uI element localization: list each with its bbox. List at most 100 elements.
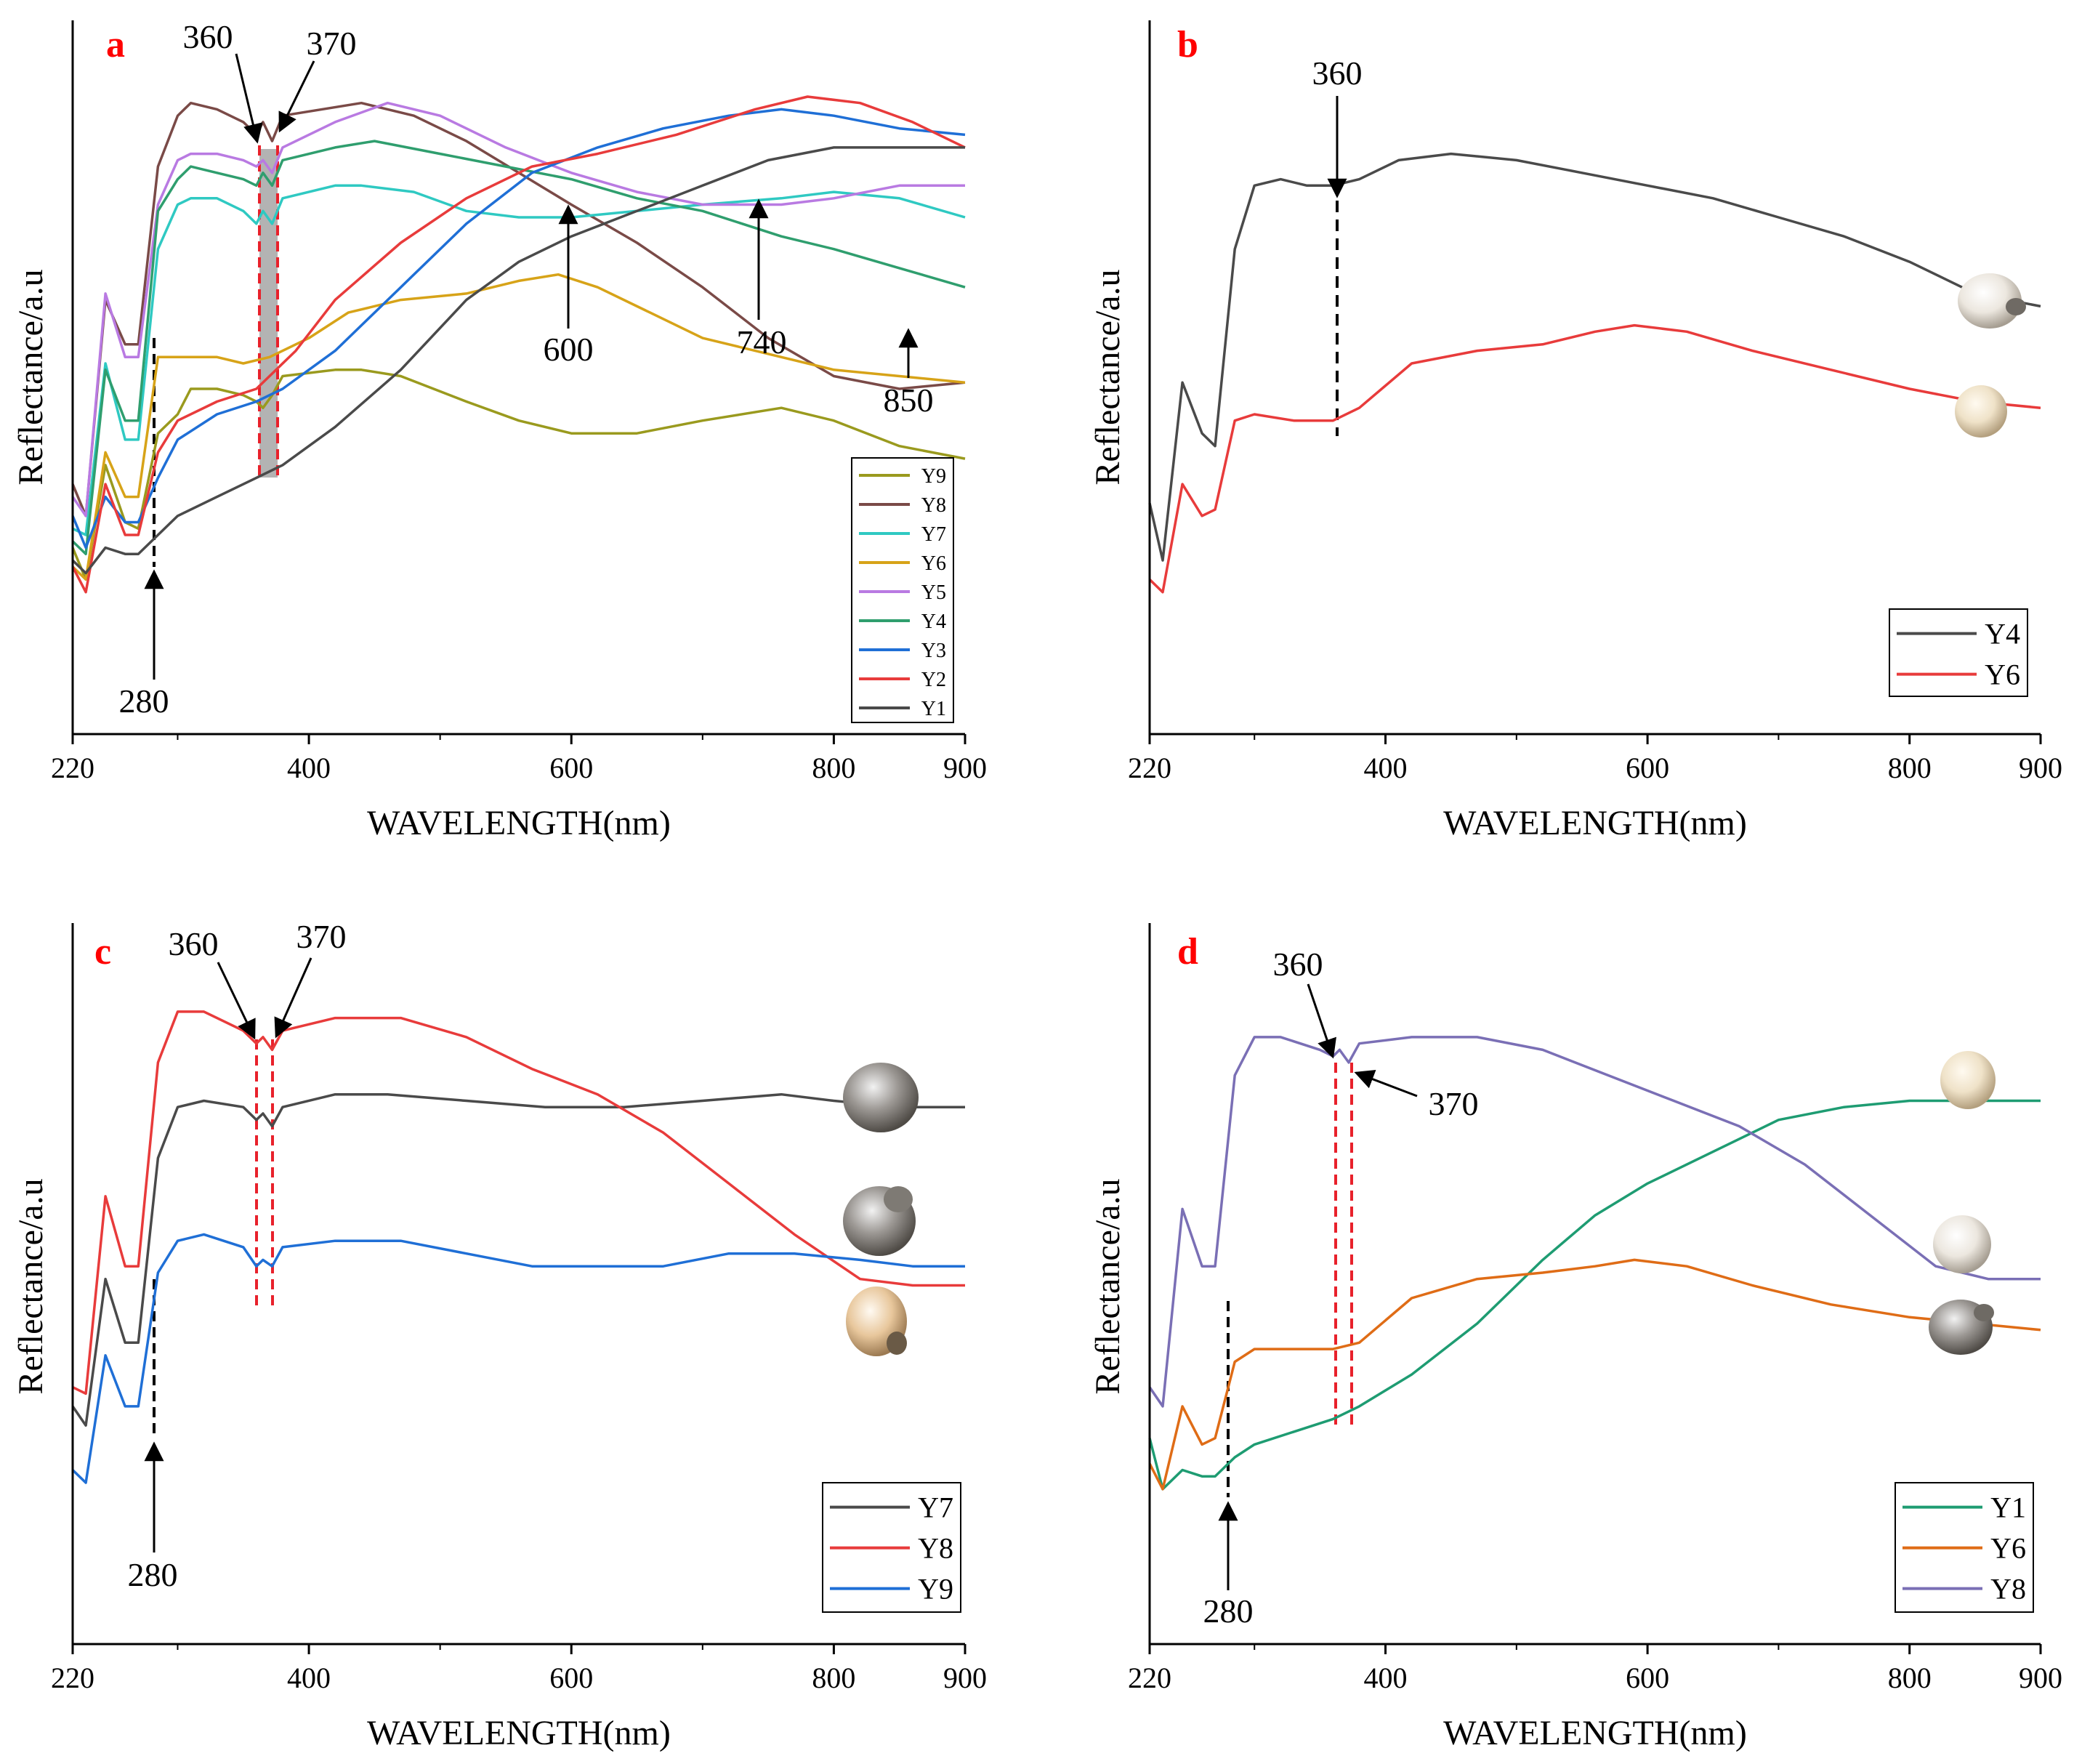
panel-a-ticks: 220 400 600 800 900 (51, 734, 987, 784)
panel-b-x-tick-label-900: 900 (2019, 752, 2062, 784)
panel-c-arrow-370 (274, 957, 312, 1039)
panel-c-pearl-y9 (846, 1286, 907, 1356)
panel-b-x-tick-label-400: 400 (1364, 752, 1408, 784)
panel-d-x-tick-label-600: 600 (1626, 1662, 1669, 1694)
panel-a-shaded-band (259, 149, 278, 478)
panel-a-legend: Y9 Y8 Y7 Y6 Y5 Y4 Y3 Y2 Y1 (851, 457, 954, 723)
panel-b-series-y4 (1148, 152, 2041, 562)
panel-d-annotation-360: 360 (1273, 946, 1323, 983)
panel-a-legend-label-y3: Y3 (921, 640, 946, 662)
panel-c-legend: Y7 Y8 Y9 (822, 1482, 961, 1613)
panel-c-series-y8 (72, 1010, 965, 1396)
panel-a-series-y9 (71, 368, 966, 581)
panel-a-series-y3 (71, 108, 966, 549)
panel-c-x-tick-label-800: 800 (812, 1662, 855, 1694)
panel-d-series-y1 (1148, 1099, 2041, 1491)
panel-a-legend-entries: Y9 Y8 Y7 Y6 Y5 Y4 Y3 Y2 Y1 (859, 465, 946, 720)
panel-c-legend-entries: Y7 Y8 Y9 (830, 1491, 953, 1606)
panel-a-series-y2 (71, 95, 966, 594)
panel-b-letter: b (1177, 24, 1198, 65)
panel-c-y-axis-title: Reflectance/a.u (12, 1178, 50, 1394)
panel-d-ticks: 220 400 600 800 900 (1128, 1644, 2062, 1694)
panel-d-pearl-y1 (1940, 1051, 1996, 1109)
panel-b-x-axis-title: WAVELENGTH(nm) (1443, 804, 1747, 842)
panel-a-plot (71, 95, 966, 594)
panel-a-series-y6 (71, 273, 966, 581)
panel-d-x-tick-label-220: 220 (1128, 1662, 1171, 1694)
panel-a-annotation-600: 600 (544, 331, 594, 368)
panel-d-plot (1148, 1036, 2041, 1497)
panel-a-series-y8 (71, 101, 966, 517)
panel-a-x-tick-label-600: 600 (549, 752, 593, 784)
panel-a-series-y4 (71, 140, 966, 555)
panel-b-legend-label-y6: Y6 (1985, 659, 2020, 691)
panel-d-series (1148, 1036, 2041, 1491)
panel-a-arrow-360 (235, 53, 263, 144)
panel-b-x-tick-label-800: 800 (1888, 752, 1932, 784)
panel-a-legend-label-y5: Y5 (921, 581, 946, 604)
panel-a-x-tick-label-220: 220 (51, 752, 94, 784)
panel-a-annotation-740: 740 (737, 323, 787, 361)
panel-a-legend-label-y2: Y2 (921, 669, 946, 691)
panel-c-legend-label-y7: Y7 (918, 1491, 953, 1524)
panel-a-x-tick-label-900: 900 (943, 752, 987, 784)
panel-b-legend-label-y4: Y4 (1985, 618, 2020, 651)
panel-a-series-y7 (72, 184, 966, 536)
panel-b-x-tick-label-220: 220 (1128, 752, 1171, 784)
panel-d-arrow-370 (1354, 1070, 1418, 1098)
panel-a-series-y5 (71, 101, 965, 517)
panel-a-letter: a (106, 24, 125, 65)
panel-d-series-y8 (1148, 1036, 2041, 1408)
panel-c-series (71, 1010, 965, 1484)
panel-a-legend-label-y8: Y8 (921, 494, 946, 517)
panel-b-series (1148, 152, 2041, 594)
panel-d-series-y6 (1148, 1258, 2041, 1491)
panel-b-plot (1148, 152, 2041, 594)
panel-c-arrow-360 (217, 962, 256, 1040)
panel-a-legend-label-y6: Y6 (921, 552, 946, 575)
panel-a-legend-label-y1: Y1 (921, 698, 946, 720)
panel-a-annotation-850: 850 (884, 382, 934, 419)
panel-c-annotation-280: 280 (128, 1556, 178, 1593)
panel-b-series-y6 (1148, 323, 2041, 594)
panel-c-x-axis-title: WAVELENGTH(nm) (367, 1714, 671, 1752)
panel-b: 220 400 600 800 900 WAVELENGTH(nm) Reflectan… (1089, 20, 2062, 842)
panel-d-x-tick-label-400: 400 (1364, 1662, 1408, 1694)
panel-d-x-tick-label-800: 800 (1888, 1662, 1932, 1694)
panel-c-x-tick-label-220: 220 (51, 1662, 94, 1694)
panel-d-y-axis-title: Reflectance/a.u (1089, 1178, 1127, 1394)
panel-d: 220 400 600 800 900 WAVELENGTH(nm) Reflectan… (1089, 923, 2062, 1752)
panel-c-x-tick-label-400: 400 (287, 1662, 331, 1694)
panel-c-x-tick-label-600: 600 (549, 1662, 593, 1694)
panel-a-annotation-370: 370 (307, 25, 357, 62)
panel-c-legend-label-y9: Y9 (918, 1573, 953, 1606)
panel-d-legend: Y1 Y6 Y8 (1895, 1482, 2034, 1613)
panel-a-annotation-360: 360 (183, 18, 233, 55)
panel-c-ticks: 220 400 600 800 900 (51, 1644, 987, 1694)
panel-d-legend-entries: Y1 Y6 Y8 (1902, 1491, 2026, 1606)
panel-a-x-tick-label-400: 400 (287, 752, 331, 784)
panel-a-series (71, 95, 966, 594)
panel-c-pearl-y7 (843, 1063, 919, 1132)
panel-d-x-axis-title: WAVELENGTH(nm) (1443, 1714, 1747, 1752)
panel-c-pearl-y8 (843, 1186, 916, 1256)
panel-b-pearl-y4 (1958, 273, 2026, 329)
panel-a-x-tick-label-800: 800 (812, 752, 855, 784)
panel-d-legend-label-y8: Y8 (1990, 1573, 2026, 1606)
panel-a-series-y1 (71, 146, 965, 575)
panel-d-arrow-360 (1307, 983, 1336, 1059)
panel-d-legend-label-y1: Y1 (1990, 1491, 2026, 1524)
panel-c-plot (71, 1010, 965, 1484)
panel-a-legend-label-y7: Y7 (921, 523, 946, 546)
panel-d-annotation-370: 370 (1429, 1085, 1479, 1122)
panel-c-legend-label-y8: Y8 (918, 1532, 953, 1565)
panel-d-annotation-280: 280 (1203, 1592, 1254, 1630)
panel-a-annotation-280: 280 (119, 682, 169, 720)
panel-b-pearl-y6 (1955, 385, 2007, 438)
panel-c-series-y9 (71, 1233, 965, 1484)
panel-d-letter: d (1177, 931, 1198, 972)
panel-a-y-axis-title: Reflectance/a.u (12, 269, 50, 485)
panel-a-legend-label-y4: Y4 (921, 611, 946, 633)
panel-c: 220 400 600 800 900 WAVELENGTH(nm) Reflectan… (12, 918, 987, 1752)
